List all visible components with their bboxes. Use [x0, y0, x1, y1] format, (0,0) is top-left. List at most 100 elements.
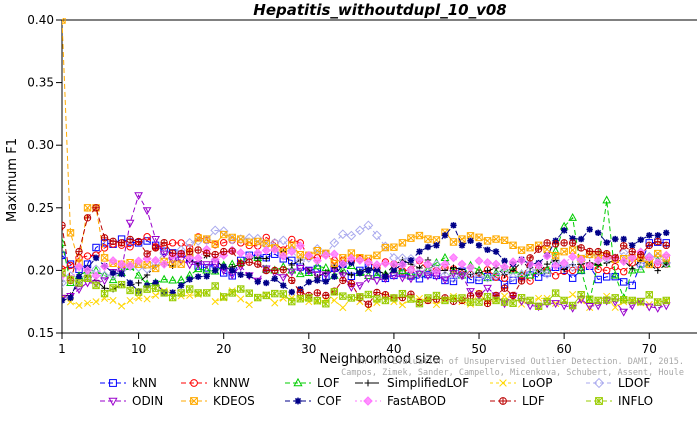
legend-entry-FastABOD: FastABOD — [355, 394, 446, 408]
data-point — [194, 246, 202, 254]
data-point — [237, 259, 245, 268]
data-point — [152, 284, 160, 292]
data-point — [525, 259, 535, 269]
data-point — [560, 227, 568, 234]
data-point — [585, 247, 594, 256]
data-point — [552, 299, 560, 308]
legend-label: LoOP — [522, 376, 553, 390]
data-point — [100, 234, 109, 242]
data-point — [466, 288, 475, 297]
data-point — [313, 289, 322, 297]
data-point — [474, 272, 484, 283]
data-point — [491, 259, 501, 269]
data-point — [108, 397, 118, 407]
data-point — [407, 257, 415, 264]
x-tick-label: 40 — [386, 342, 401, 356]
data-point — [467, 237, 474, 245]
data-point — [568, 274, 577, 282]
data-point — [543, 297, 551, 306]
data-point — [525, 265, 535, 276]
data-point — [202, 249, 211, 257]
data-point — [262, 239, 270, 247]
data-point — [363, 396, 373, 406]
data-point — [542, 265, 552, 274]
data-point — [568, 252, 578, 262]
data-point — [559, 258, 569, 268]
data-point — [237, 295, 245, 303]
legend-entry-ODIN: ODIN — [100, 394, 163, 408]
data-point — [585, 261, 595, 271]
legend-label: LOF — [317, 376, 340, 390]
data-point — [203, 249, 210, 257]
data-point — [126, 243, 134, 251]
data-point — [228, 247, 236, 255]
data-point — [363, 257, 373, 267]
data-point — [499, 265, 510, 276]
data-point — [646, 232, 653, 239]
series-KDEOS — [62, 18, 670, 273]
data-point — [92, 204, 100, 212]
data-point — [569, 239, 576, 247]
data-point — [363, 220, 374, 231]
data-point — [211, 282, 219, 290]
data-point — [190, 379, 198, 387]
data-point — [346, 253, 356, 263]
data-point — [560, 239, 568, 247]
data-point — [364, 271, 373, 279]
legend-label: INFLO — [618, 394, 653, 408]
data-point — [654, 237, 662, 246]
data-point — [75, 301, 83, 310]
data-point — [62, 18, 66, 24]
data-point — [271, 267, 278, 274]
data-point — [620, 235, 627, 243]
data-point — [594, 229, 602, 237]
data-point — [415, 231, 424, 240]
data-point — [160, 289, 168, 297]
data-point — [373, 295, 381, 303]
data-point — [568, 246, 577, 254]
data-point — [551, 240, 560, 248]
data-point — [440, 276, 450, 285]
data-point — [296, 295, 304, 303]
data-point — [288, 241, 296, 249]
data-point — [186, 285, 194, 293]
data-point — [143, 250, 151, 258]
data-point — [491, 270, 501, 281]
data-point — [449, 277, 458, 286]
watermark: On the Evaluation of Unsupervised Outlie… — [341, 357, 684, 378]
data-point — [118, 239, 125, 247]
data-point — [229, 267, 236, 274]
series-line — [62, 19, 667, 270]
data-point — [159, 250, 169, 259]
legend-entry-kNN: kNN — [100, 376, 157, 390]
data-point — [211, 267, 219, 274]
data-point — [92, 204, 100, 211]
data-point — [365, 267, 372, 274]
legend-entry-INFLO: INFLO — [586, 394, 653, 408]
data-point — [190, 397, 198, 405]
data-point — [83, 214, 92, 222]
data-point — [535, 302, 543, 310]
y-tick-label: 0.20 — [27, 263, 54, 277]
data-point — [295, 241, 305, 251]
data-point — [202, 261, 212, 270]
data-point — [321, 250, 331, 260]
series-FastABOD — [62, 241, 671, 285]
data-point — [654, 267, 661, 274]
data-point — [304, 250, 314, 261]
data-point — [467, 271, 474, 278]
data-point — [321, 271, 331, 280]
data-point — [287, 265, 297, 274]
data-point — [448, 273, 459, 284]
data-point — [218, 226, 229, 237]
data-point — [356, 269, 364, 277]
data-point — [603, 250, 610, 257]
data-point — [543, 239, 551, 247]
data-point — [482, 257, 493, 268]
data-point — [83, 299, 92, 307]
data-point — [585, 295, 595, 304]
data-point — [126, 279, 134, 287]
data-point — [593, 255, 603, 265]
data-point — [262, 266, 270, 275]
data-point — [152, 279, 159, 286]
